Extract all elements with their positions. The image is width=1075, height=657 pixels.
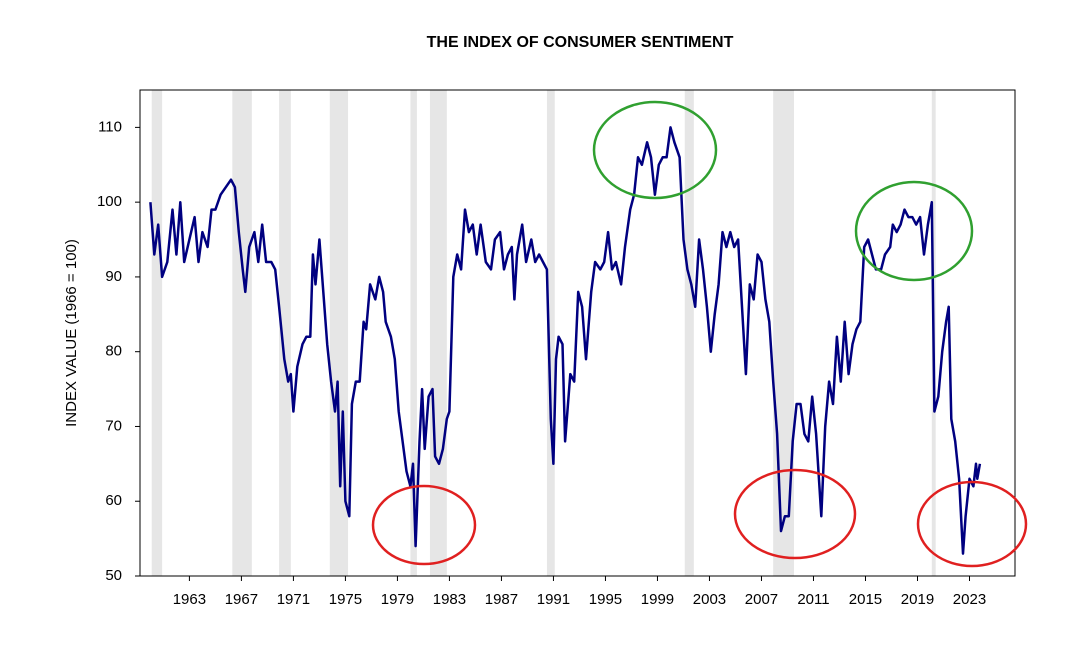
recession-band bbox=[151, 90, 163, 576]
chart-title: THE INDEX OF CONSUMER SENTIMENT bbox=[427, 34, 734, 51]
low-circle bbox=[916, 480, 1028, 568]
x-tick-label: 1983 bbox=[433, 591, 466, 608]
recession-bands bbox=[151, 90, 936, 576]
y-tick-label: 90 bbox=[105, 268, 122, 285]
y-tick-label: 50 bbox=[105, 567, 122, 584]
y-tick-label: 60 bbox=[105, 492, 122, 509]
recession-band bbox=[279, 90, 291, 576]
plot-area bbox=[149, 126, 982, 555]
x-tick-label: 2019 bbox=[901, 591, 934, 608]
high-circle bbox=[854, 180, 974, 282]
x-tick-label: 1987 bbox=[485, 591, 518, 608]
low-circle bbox=[733, 468, 857, 560]
x-tick-label: 2015 bbox=[849, 591, 882, 608]
y-tick-label: 80 bbox=[105, 343, 122, 360]
y-tick-label: 110 bbox=[98, 118, 122, 135]
y-axis-label: INDEX VALUE (1966 = 100) bbox=[63, 239, 80, 427]
x-tick-label: 2007 bbox=[745, 591, 778, 608]
recession-band bbox=[429, 90, 447, 576]
x-tick-label: 1979 bbox=[381, 591, 414, 608]
recession-band bbox=[684, 90, 694, 576]
x-tick-label: 1967 bbox=[225, 591, 258, 608]
x-tick-label: 1999 bbox=[641, 591, 674, 608]
low-circle bbox=[371, 484, 477, 566]
y-tick-label: 100 bbox=[97, 193, 122, 210]
x-tick-label: 1963 bbox=[173, 591, 206, 608]
high-circle bbox=[592, 100, 718, 200]
recession-band bbox=[546, 90, 555, 576]
recession-band bbox=[232, 90, 252, 576]
x-tick-label: 1971 bbox=[277, 591, 310, 608]
recession-band bbox=[410, 90, 417, 576]
x-tick-label: 2023 bbox=[953, 591, 986, 608]
recession-band bbox=[773, 90, 794, 576]
x-tick-label: 1975 bbox=[329, 591, 362, 608]
x-tick-label: 1995 bbox=[589, 591, 622, 608]
sentiment-line bbox=[149, 126, 982, 555]
x-tick-label: 2003 bbox=[693, 591, 726, 608]
x-tick-label: 2011 bbox=[797, 591, 829, 608]
plot-frame bbox=[139, 89, 1016, 577]
x-tick-label: 1991 bbox=[537, 591, 570, 608]
y-tick-label: 70 bbox=[105, 417, 122, 434]
